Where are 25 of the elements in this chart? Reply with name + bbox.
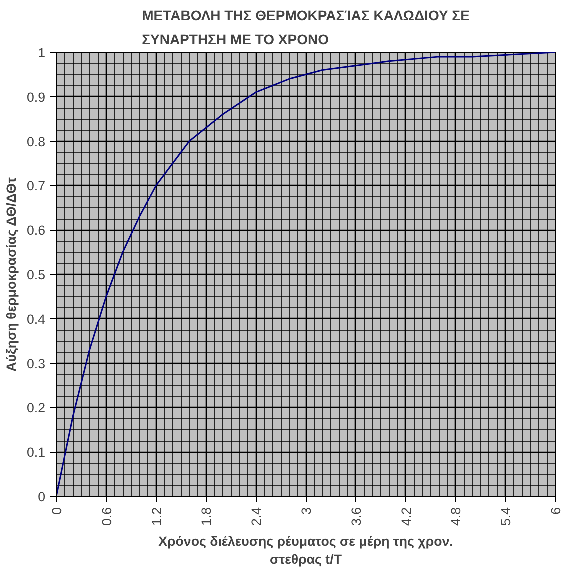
x-tick-label: 1.2 (149, 507, 164, 526)
x-tick-label: 4.8 (448, 507, 464, 526)
y-tick-label: 0.9 (26, 90, 46, 105)
x-tick-label: 5.4 (498, 506, 514, 526)
y-tick-label: 0.8 (26, 134, 46, 150)
y-tick-label: 0.5 (26, 268, 46, 282)
y-tick-label: 0.6 (26, 223, 46, 238)
chart-title: ΜΕΤΑΒΟΛΗ ΤΗΣ ΘΕΡΜΟΚΡΑΣΊΑΣ ΚΑΛΩΔΙΟΥ ΣΕ ΣΥΝΑΡΤΗΣΗ ΜΕ ΤΟ ΧΡΟΝΟ (142, 8, 470, 48)
y-tick-label: 0.2 (26, 400, 46, 416)
x-tick-label: 0 (50, 507, 64, 515)
y-tick-label: 0 (38, 490, 46, 504)
x-tick-label: 4.2 (398, 507, 414, 526)
x-tick-label: 2.4 (249, 506, 264, 526)
x-tick-label: 6 (548, 507, 564, 515)
x-tick-label: 1.8 (199, 507, 214, 526)
x-tick-label: 0.6 (99, 507, 114, 526)
y-tick-label: 0.4 (26, 312, 46, 327)
y-axis-title: Αύξηση θερμοκρασίας ΔΘ/ΔΘτ (4, 178, 19, 372)
x-axis-title: Χρόνος διέλευσης ρέυματος σε μέρη της χρον. στεθρας t/T (158, 534, 454, 568)
y-tick-label: 0.3 (26, 356, 46, 372)
y-tick-label: 0.7 (26, 178, 46, 194)
x-tick-label: 3.6 (348, 507, 364, 526)
y-tick-label: 0.1 (26, 445, 46, 460)
y-tick-label: 1 (38, 46, 46, 60)
x-tick-label: 3 (299, 507, 314, 515)
